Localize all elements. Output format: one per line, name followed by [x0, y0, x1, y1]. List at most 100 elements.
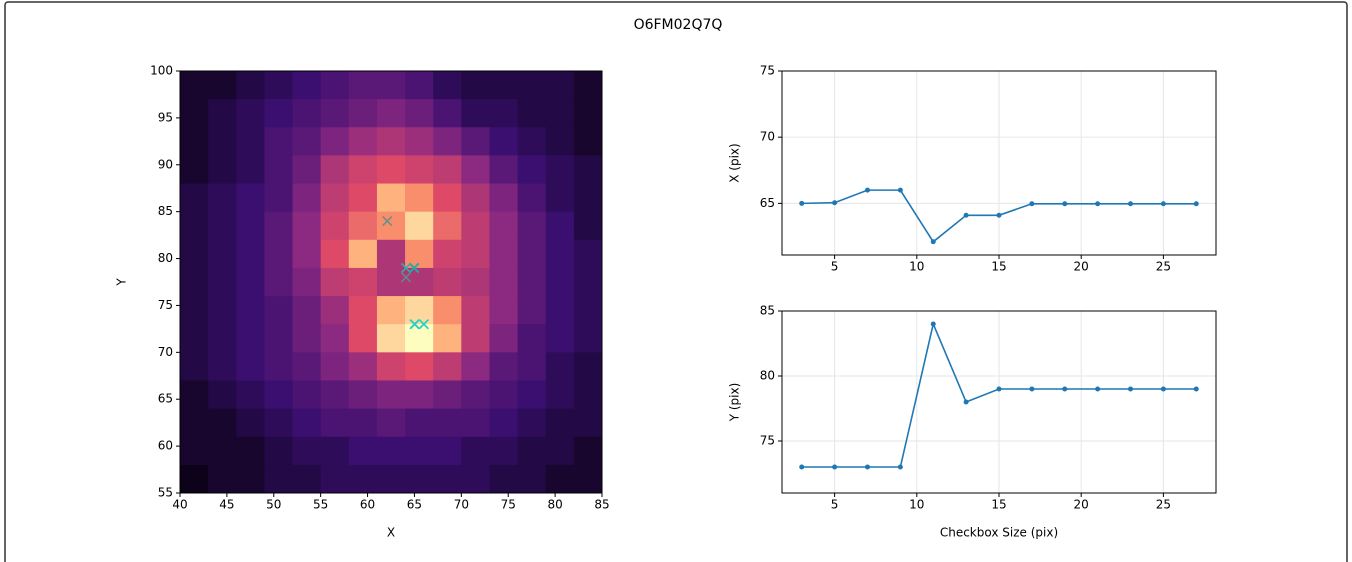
- x-tick-label: 25: [1156, 498, 1171, 512]
- heat-cell: [180, 380, 209, 410]
- heat-cell: [573, 267, 603, 297]
- heat-cell: [208, 71, 237, 100]
- y-axis-label: X (pix): [728, 143, 742, 182]
- y-tick-label: 75: [760, 434, 775, 448]
- heat-cell: [376, 71, 406, 100]
- heat-cell: [348, 408, 378, 438]
- heat-cell: [433, 155, 462, 185]
- heat-cell: [236, 183, 265, 213]
- x-tick-label: 25: [1156, 260, 1171, 274]
- heat-cell: [545, 324, 575, 353]
- heat-cell: [208, 267, 237, 297]
- heat-cell: [517, 99, 547, 128]
- x-tick-label: 55: [313, 498, 328, 512]
- heat-cell: [405, 352, 434, 381]
- heat-cell: [348, 99, 378, 128]
- heat-cell: [180, 408, 209, 438]
- heat-cell: [573, 352, 603, 381]
- heat-cell: [573, 183, 603, 213]
- heat-cell: [236, 436, 265, 466]
- x-tick-label: 20: [1074, 260, 1089, 274]
- heat-cell: [489, 296, 519, 325]
- heat-cell: [376, 296, 406, 325]
- heat-cell: [348, 324, 378, 353]
- heat-cell: [545, 352, 575, 381]
- x-tick-label: 45: [219, 498, 234, 512]
- heat-cell: [180, 127, 209, 156]
- heat-cell: [264, 408, 294, 438]
- point: [1095, 386, 1101, 392]
- heat-cell: [405, 464, 434, 494]
- x-marker-stroke: [409, 262, 420, 273]
- y-axis-label: Y (pix): [728, 383, 742, 423]
- y-axis-label: Y: [115, 278, 129, 287]
- heat-cell: [348, 267, 378, 297]
- figure-title: O6FM02Q7Q: [634, 17, 723, 33]
- heat-cell: [461, 352, 490, 381]
- x-marker: [409, 262, 420, 273]
- y-tick-label: 80: [158, 251, 173, 265]
- heat-cell: [180, 155, 209, 185]
- heat-cell: [236, 239, 265, 269]
- heat-cell: [292, 99, 322, 128]
- heat-cell: [545, 239, 575, 269]
- heat-cell: [264, 211, 294, 241]
- heat-cell: [517, 239, 547, 269]
- heat-cell: [573, 71, 603, 100]
- heat-cell: [180, 211, 209, 241]
- point: [996, 386, 1002, 392]
- y-tick-label: 90: [158, 157, 173, 171]
- heat-cell: [348, 211, 378, 241]
- heat-cell: [517, 155, 547, 185]
- heat-cell: [348, 183, 378, 213]
- heat-cell: [376, 127, 406, 156]
- heat-cell: [573, 296, 603, 325]
- heat-cell: [517, 464, 547, 494]
- x-marker: [400, 272, 412, 283]
- heat-cell: [292, 127, 322, 156]
- point: [1029, 386, 1035, 392]
- heat-cell: [180, 99, 209, 128]
- heat-cell: [208, 380, 237, 410]
- heat-cell: [433, 324, 462, 353]
- heat-cell: [517, 296, 547, 325]
- x-tick-label: 10: [909, 260, 924, 274]
- point: [930, 239, 936, 245]
- heat-cell: [545, 127, 575, 156]
- y-tick-label: 80: [760, 369, 775, 383]
- heat-cell: [433, 296, 462, 325]
- heat-cell: [376, 324, 406, 353]
- heat-cell: [573, 127, 603, 156]
- heat-cell: [489, 71, 519, 100]
- heat-cell: [208, 464, 237, 494]
- point: [1160, 201, 1166, 207]
- heat-cell: [264, 352, 294, 381]
- heat-cell: [461, 239, 490, 269]
- heat-cell: [208, 296, 237, 325]
- heat-cell: [433, 71, 462, 100]
- x-tick-label: 15: [991, 498, 1006, 512]
- heat-cell: [348, 239, 378, 269]
- heat-cell: [433, 380, 462, 410]
- point: [864, 187, 870, 193]
- heat-cell: [545, 380, 575, 410]
- point: [1062, 201, 1068, 207]
- heat-cell: [405, 183, 434, 213]
- heat-cell: [489, 239, 519, 269]
- heat-cell: [376, 352, 406, 381]
- heat-cell: [208, 183, 237, 213]
- heat-cell: [489, 380, 519, 410]
- point: [1029, 201, 1035, 207]
- heat-cell: [236, 71, 265, 100]
- x-marker: [400, 262, 412, 273]
- heat-cell: [320, 239, 350, 269]
- heat-cell: [348, 464, 378, 494]
- heat-cell: [573, 155, 603, 185]
- x-tick-label: 75: [501, 498, 516, 512]
- y-tick-label: 65: [158, 392, 173, 406]
- heat-cell: [376, 99, 406, 128]
- heat-cell: [461, 267, 490, 297]
- heat-cell: [180, 296, 209, 325]
- heat-cell: [180, 324, 209, 353]
- heat-cell: [208, 408, 237, 438]
